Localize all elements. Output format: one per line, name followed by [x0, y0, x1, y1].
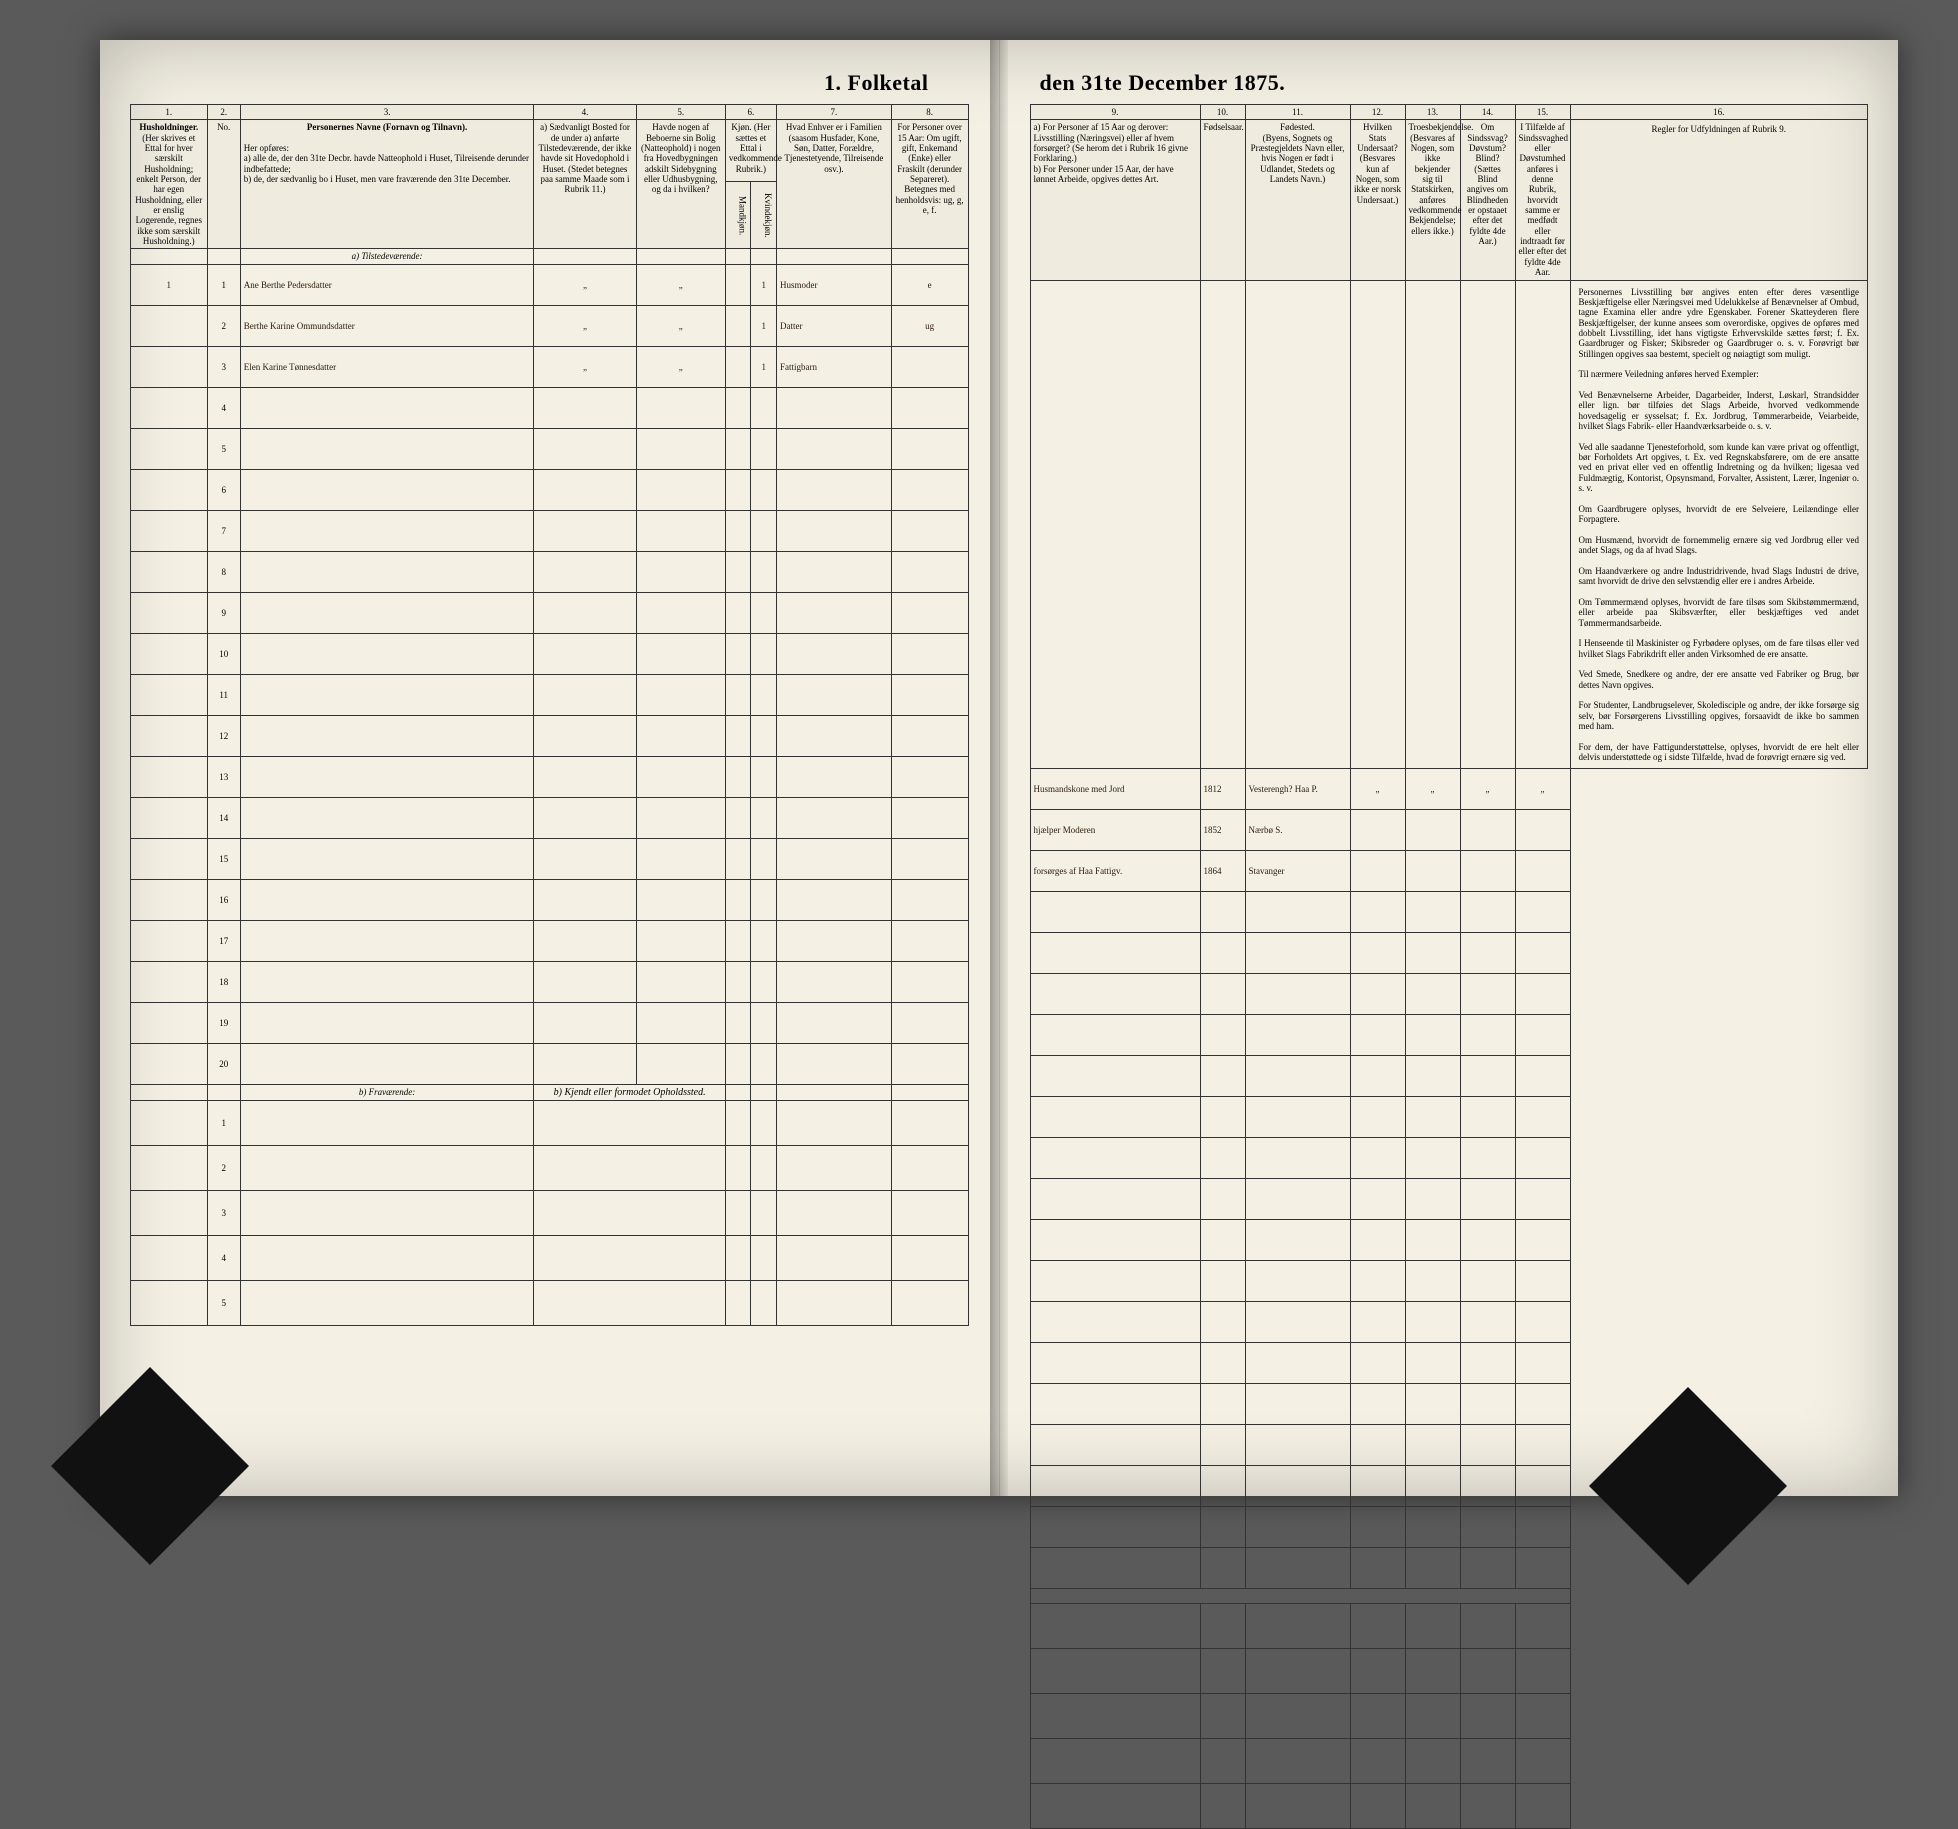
table-row: 18 — [131, 961, 969, 1002]
table-row: 14 — [131, 797, 969, 838]
table-row: 15 — [131, 838, 969, 879]
head-3: Personernes Navne (Fornavn og Tilnavn). … — [240, 120, 534, 249]
table-row: 3 — [131, 1191, 969, 1236]
col-15: 15. — [1515, 105, 1570, 120]
col-5: 5. — [636, 105, 725, 120]
table-row — [1030, 933, 1868, 974]
book-spread: 1. Folketal 1. 2. 3. 4. 5. 6. 7. 8. Hush — [100, 40, 1898, 1496]
col-16: 16. — [1570, 105, 1868, 120]
col-9: 9. — [1030, 105, 1200, 120]
table-row — [1030, 1220, 1868, 1261]
head-5: Havde nogen af Beboerne sin Bolig (Natte… — [636, 120, 725, 249]
rules-text: Personernes Livsstilling bør angives ent… — [1570, 280, 1868, 769]
head-9: a) For Personer af 15 Aar og derover: Li… — [1030, 120, 1200, 280]
table-row: 7 — [131, 510, 969, 551]
table-row: 4 — [131, 1236, 969, 1281]
head-8: For Personer over 15 Aar: Om ugift, gift… — [891, 120, 968, 249]
head-4: a) Sædvanligt Bosted for de under a) anf… — [534, 120, 636, 249]
table-row: 11 — [131, 674, 969, 715]
col-12: 12. — [1350, 105, 1405, 120]
table-row: 8 — [131, 551, 969, 592]
table-row: 6 — [131, 469, 969, 510]
col-6: 6. — [725, 105, 776, 120]
table-row: 5 — [131, 428, 969, 469]
table-row — [1030, 1694, 1868, 1739]
table-row: hjælper Moderen1852Nærbø S. — [1030, 810, 1868, 851]
head-12: Hvilken Stats Undersaat? (Besvares kun a… — [1350, 120, 1405, 280]
table-row — [1030, 892, 1868, 933]
head-2: No. — [207, 120, 240, 249]
table-row: 2Berthe Karine Ommundsdatter„„1Datterug — [131, 305, 969, 346]
col-11: 11. — [1245, 105, 1350, 120]
col-2: 2. — [207, 105, 240, 120]
head-6b: Kvindekjøn. — [751, 182, 777, 249]
section-a: a) Tilstedeværende: — [240, 249, 534, 264]
table-row: forsørges af Haa Fattigv.1864Stavanger — [1030, 851, 1868, 892]
head-10: Fødselsaar. — [1200, 120, 1245, 280]
table-row — [1030, 1384, 1868, 1425]
col-14: 14. — [1460, 105, 1515, 120]
col-8: 8. — [891, 105, 968, 120]
head-6: Kjøn. (Her sættes et Ettal i vedkommende… — [725, 120, 776, 182]
table-row — [1030, 1302, 1868, 1343]
table-row — [1030, 1739, 1868, 1784]
table-row — [1030, 1097, 1868, 1138]
page-title-right: den 31te December 1875. — [1030, 70, 1869, 96]
table-row: 13 — [131, 756, 969, 797]
section-b: b) Fraværende: — [240, 1084, 534, 1101]
col-3: 3. — [240, 105, 534, 120]
section-b-right: b) Kjendt eller formodet Opholdssted. — [534, 1084, 725, 1101]
head-7: Hvad Enhver er i Familien (saasom Husfad… — [776, 120, 891, 249]
right-page: den 31te December 1875. 9. 10. 11. 12. 1… — [1000, 40, 1899, 1496]
table-row: 20 — [131, 1043, 969, 1084]
table-row — [1030, 1138, 1868, 1179]
table-row: 16 — [131, 879, 969, 920]
table-row — [1030, 1015, 1868, 1056]
table-row — [1030, 1261, 1868, 1302]
head-14: Om Sindssvag? Døvstum? Blind? (Sættes Bl… — [1460, 120, 1515, 280]
table-row — [1030, 1604, 1868, 1649]
head-6a: Mandkjøn. — [725, 182, 751, 249]
book-spine — [990, 40, 1008, 1496]
table-row: 9 — [131, 592, 969, 633]
col-10: 10. — [1200, 105, 1245, 120]
col-4: 4. — [534, 105, 636, 120]
table-row — [1030, 974, 1868, 1015]
table-row: 4 — [131, 387, 969, 428]
table-row: 11Ane Berthe Pedersdatter„„1Husmodere — [131, 264, 969, 305]
table-row — [1030, 1179, 1868, 1220]
col-13: 13. — [1405, 105, 1460, 120]
table-row: 5 — [131, 1281, 969, 1326]
table-row: 2 — [131, 1146, 969, 1191]
census-table-right: 9. 10. 11. 12. 13. 14. 15. 16. a) For Pe… — [1030, 104, 1869, 1829]
table-row: 12 — [131, 715, 969, 756]
head-1: Husholdninger. (Her skrives et Ettal for… — [131, 120, 208, 249]
table-row: 10 — [131, 633, 969, 674]
table-row: Husmandskone med Jord1812Vesterengh? Haa… — [1030, 769, 1868, 810]
head-16: Regler for Udfyldningen af Rubrik 9. — [1570, 120, 1868, 280]
table-row: 19 — [131, 1002, 969, 1043]
table-row — [1030, 1784, 1868, 1829]
head-15: I Tilfælde af Sindssvaghed eller Døvstum… — [1515, 120, 1570, 280]
census-table-left: 1. 2. 3. 4. 5. 6. 7. 8. Husholdninger. (… — [130, 104, 969, 1326]
page-title-left: 1. Folketal — [130, 70, 969, 96]
head-13: Troesbekjendelse. (Besvares af Nogen, so… — [1405, 120, 1460, 280]
table-row — [1030, 1056, 1868, 1097]
table-row — [1030, 1343, 1868, 1384]
left-page: 1. Folketal 1. 2. 3. 4. 5. 6. 7. 8. Hush — [100, 40, 1000, 1496]
table-row: 17 — [131, 920, 969, 961]
col-7: 7. — [776, 105, 891, 120]
table-row: 3Elen Karine Tønnesdatter„„1Fattigbarn — [131, 346, 969, 387]
head-11: Fødested. (Byens, Sognets og Præstegjeld… — [1245, 120, 1350, 280]
table-row: 1 — [131, 1101, 969, 1146]
table-row — [1030, 1548, 1868, 1589]
col-1: 1. — [131, 105, 208, 120]
table-row — [1030, 1649, 1868, 1694]
